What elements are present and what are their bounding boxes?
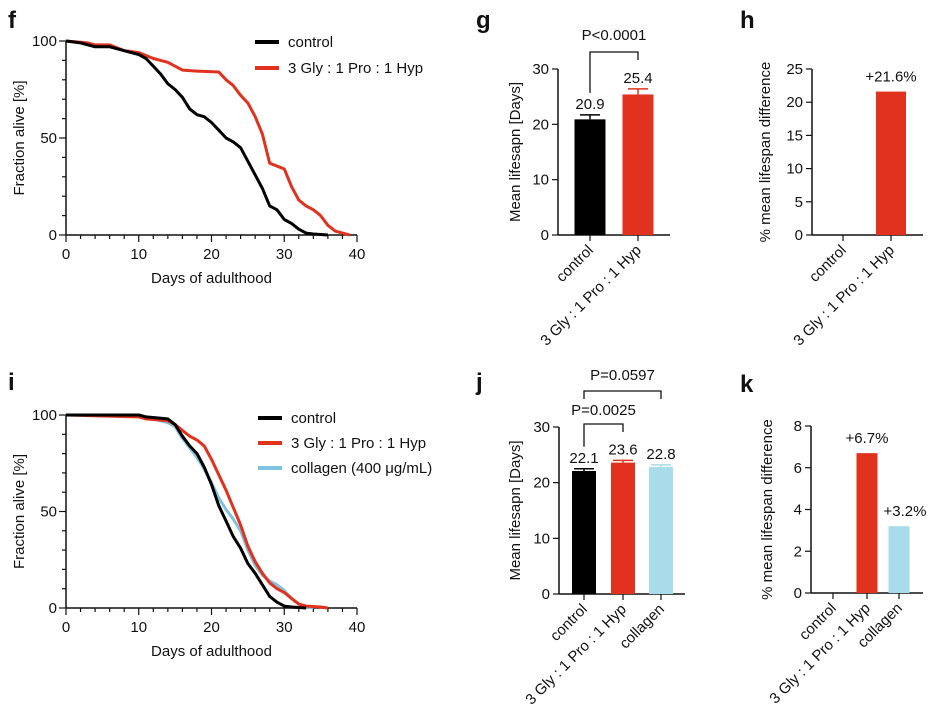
y-tick-label: 6	[794, 460, 802, 477]
y-tick-label: 0	[49, 227, 57, 244]
y-tick-label: 100	[32, 33, 57, 50]
x-tick-label: 20	[203, 246, 220, 263]
y-axis-label: % mean lifespan difference	[757, 62, 774, 243]
p-value-label: P<0.0001	[582, 27, 647, 44]
series-line-0	[66, 413, 307, 610]
series-line-0	[65, 39, 329, 237]
x-tick-label: control	[806, 242, 850, 286]
panel-h: h 0 5 10 15 20 25 % mean lifespan difference con…	[740, 7, 923, 349]
significance-bracket	[583, 390, 662, 399]
value-label: 22.8	[646, 446, 675, 463]
bar-0	[572, 470, 596, 594]
bar-2	[649, 467, 673, 594]
legend-label: collagen (400 μg/mL)	[291, 460, 432, 477]
x-tick-label: 30	[276, 619, 293, 636]
y-tick-label: 10	[532, 172, 549, 189]
panel-label: h	[740, 7, 755, 34]
y-tick-label: 0	[49, 600, 57, 617]
p-value-label: P=0.0025	[571, 402, 636, 419]
y-tick-label: 10	[533, 530, 550, 547]
y-axis-label: Fraction alive [%]	[11, 80, 28, 195]
value-label: +21.6%	[865, 69, 916, 86]
y-axis-label: Mean lifesapn [Days]	[507, 82, 524, 222]
bar-1	[611, 462, 635, 594]
y-axis-label: Mean lifesapn [Days]	[507, 440, 524, 580]
x-axis-label: Days of adulthood	[151, 270, 272, 287]
y-tick-label: 20	[532, 116, 549, 133]
x-tick-label: 30	[276, 246, 293, 263]
x-tick-label: 0	[62, 619, 70, 636]
y-tick-label: 30	[532, 61, 549, 78]
panel-label: j	[475, 369, 483, 396]
legend-label: 3 Gly : 1 Pro : 1 Hyp	[291, 435, 426, 452]
value-label: +6.7%	[846, 430, 889, 447]
y-tick-label: 0	[794, 585, 802, 602]
value-label: 22.1	[569, 450, 598, 467]
x-tick-label: 0	[62, 246, 70, 263]
significance-bracket	[589, 51, 639, 93]
y-tick-label: 2	[794, 543, 802, 560]
y-tick-label: 30	[533, 419, 550, 436]
panel-label: k	[740, 371, 754, 398]
y-tick-label: 20	[786, 94, 803, 111]
x-tick-label: 20	[203, 619, 220, 636]
y-tick-label: 0	[542, 586, 550, 603]
value-label: 25.4	[623, 70, 652, 87]
x-tick-label: 40	[349, 619, 366, 636]
y-axis-label: % mean lifespan difference	[759, 419, 776, 600]
series-line-1	[65, 413, 329, 610]
y-tick-label: 0	[541, 227, 549, 244]
legend-label: control	[288, 34, 333, 51]
y-tick-label: 50	[40, 130, 57, 147]
y-tick-label: 100	[32, 407, 57, 424]
y-tick-label: 20	[533, 475, 550, 492]
bar-2	[888, 526, 910, 593]
x-axis-label: Days of adulthood	[151, 643, 272, 660]
y-tick-label: 5	[795, 194, 803, 211]
panel-label: g	[476, 7, 491, 34]
y-tick-label: 15	[786, 127, 803, 144]
value-label: +3.2%	[884, 503, 927, 520]
significance-bracket	[583, 423, 624, 447]
bar-1	[876, 91, 906, 236]
y-tick-label: 25	[786, 61, 803, 78]
panel-i: i 0 10 20 30 40 0 50 100 Days of adulthood Fractio…	[8, 369, 432, 660]
x-tick-label: 10	[130, 246, 147, 263]
y-tick-label: 4	[794, 502, 802, 519]
bar-1	[622, 94, 654, 235]
x-tick-label: control	[553, 242, 597, 286]
panel-f: f 0 10 20 30 40 0 50 100 Days of adulthood Fractio…	[8, 7, 423, 287]
bar-1	[856, 453, 878, 593]
y-tick-label: 50	[40, 504, 57, 521]
bar-0	[574, 119, 606, 235]
panel-label: f	[8, 7, 17, 34]
y-axis-label: Fraction alive [%]	[11, 454, 28, 569]
y-tick-label: 0	[795, 227, 803, 244]
legend-label: 3 Gly : 1 Pro : 1 Hyp	[288, 60, 423, 77]
x-tick-label: 40	[349, 246, 366, 263]
value-label: 23.6	[608, 441, 637, 458]
p-value-label: P=0.0597	[590, 367, 655, 384]
y-tick-label: 8	[794, 418, 802, 435]
value-label: 20.9	[575, 96, 604, 113]
x-tick-label: 10	[130, 619, 147, 636]
panel-label: i	[8, 369, 15, 396]
y-tick-label: 10	[786, 161, 803, 178]
legend-label: control	[291, 410, 336, 427]
